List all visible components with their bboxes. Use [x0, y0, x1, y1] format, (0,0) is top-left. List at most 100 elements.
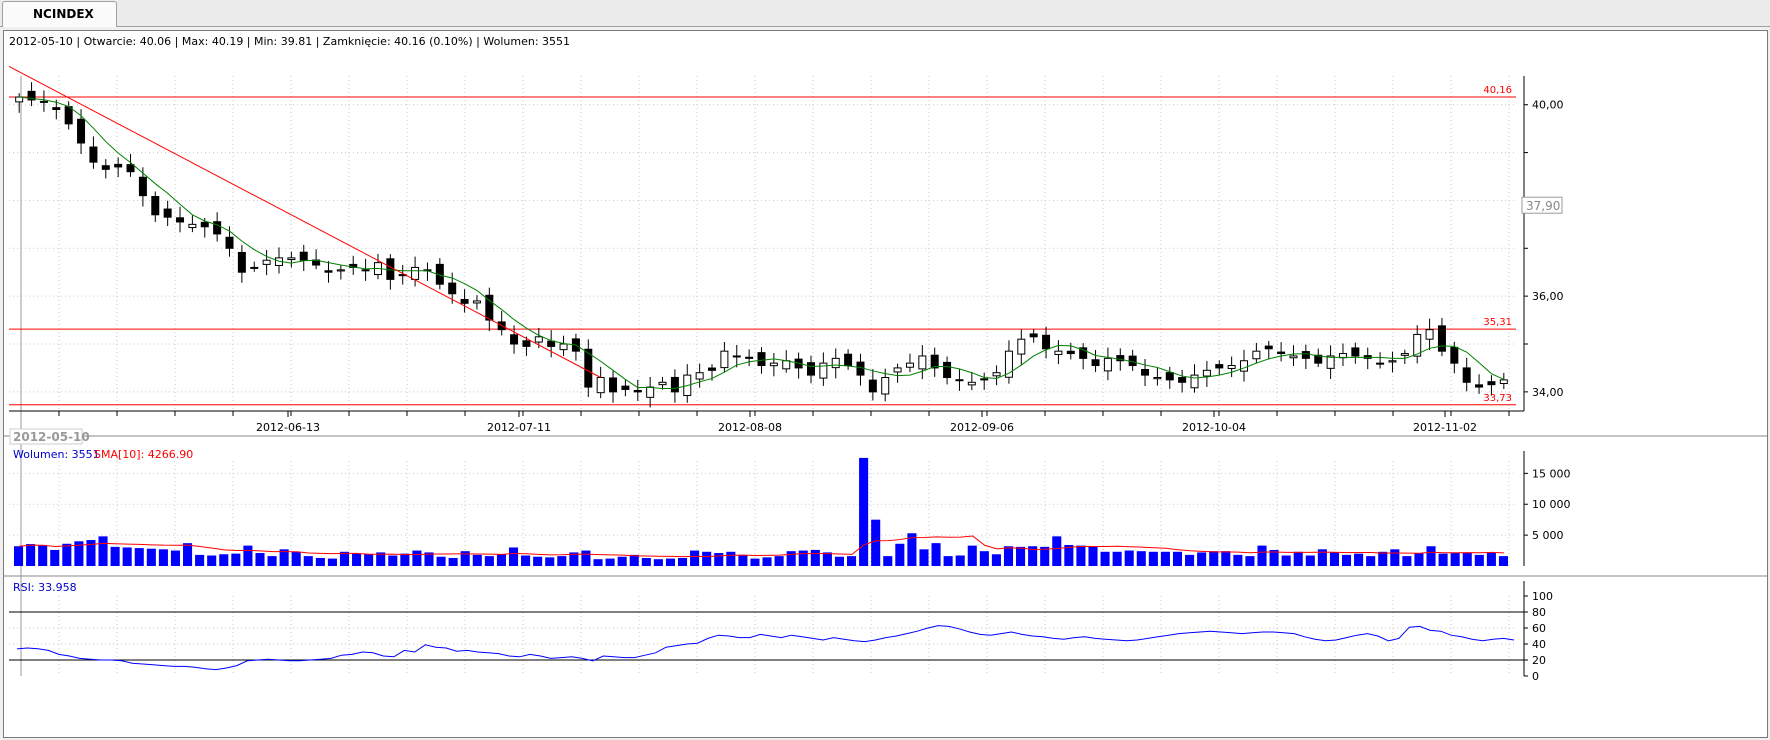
volume-bar: [907, 533, 917, 566]
candle: [176, 217, 185, 223]
volume-bar: [533, 556, 543, 566]
chart-frame[interactable]: 40,00 36,00 34,00 37,90 2012-06-13 2012-07-11…: [3, 30, 1768, 738]
volume-bar: [1354, 553, 1364, 566]
candle: [1437, 325, 1446, 352]
volume-bar: [255, 553, 265, 566]
x-tick-label: 2012-09-06: [950, 421, 1014, 434]
candle: [646, 386, 655, 398]
candle: [411, 266, 420, 280]
volume-bar: [1341, 554, 1352, 566]
volume-bar: [62, 543, 72, 566]
volume-bar: [303, 556, 313, 566]
labels-layer: 40,00 36,00 34,00 37,90 2012-06-13 2012-07-11…: [9, 85, 1571, 683]
candle: [472, 300, 481, 304]
candle: [287, 257, 296, 261]
x-tick-label: 2012-10-04: [1182, 421, 1246, 434]
volume-bar: [1329, 552, 1339, 566]
volume-bar: [1269, 549, 1279, 566]
volume-bar: [641, 557, 651, 566]
candle: [695, 372, 704, 380]
volume-y-tick-label: 5 000: [1532, 529, 1564, 542]
candle: [324, 270, 333, 273]
candle: [633, 389, 642, 393]
volume-bar: [352, 553, 362, 566]
candle: [1141, 369, 1150, 376]
candle: [967, 381, 976, 386]
x-tick-label: 2012-08-08: [718, 421, 782, 434]
candle: [708, 367, 717, 371]
volume-bar: [629, 554, 639, 566]
candle: [1301, 351, 1310, 359]
candle: [1487, 381, 1496, 386]
volume-bar: [122, 547, 132, 566]
volume-bar: [786, 551, 796, 566]
candle: [163, 208, 172, 218]
candle: [1004, 350, 1013, 378]
candle: [992, 372, 1001, 377]
candle: [918, 355, 927, 370]
volume-bar: [146, 548, 156, 566]
trend-line-segment: [8, 65, 601, 378]
rsi-y-tick-label: 20: [1532, 654, 1546, 667]
candle: [1499, 379, 1508, 385]
candle: [126, 164, 135, 173]
volume-bar: [1112, 551, 1122, 566]
level-label: 35,31: [1483, 317, 1512, 328]
volume-bar: [1426, 546, 1436, 566]
volume-bar: [110, 546, 120, 566]
candle: [262, 259, 271, 265]
candle: [101, 165, 110, 170]
volume-bar: [50, 549, 60, 566]
volume-bar: [943, 556, 953, 566]
volume-bar: [26, 544, 36, 566]
tab-ncindex[interactable]: NCINDEX: [2, 1, 117, 27]
volume-bar: [665, 558, 675, 566]
candle: [1215, 364, 1224, 369]
volume-bar: [207, 555, 217, 566]
volume-bar: [810, 549, 820, 566]
candle: [1091, 359, 1100, 367]
level-label: 33,73: [1483, 393, 1512, 404]
candle: [1400, 353, 1409, 356]
volume-bar: [617, 556, 627, 566]
candle: [1388, 360, 1397, 363]
candle: [64, 106, 73, 125]
volume-bar: [569, 552, 579, 566]
candle: [188, 223, 197, 229]
volume-bar: [412, 550, 422, 566]
volume-bar: [38, 545, 48, 566]
candle: [1289, 355, 1298, 359]
volume-bar: [1474, 554, 1484, 566]
chart-canvas[interactable]: 40,00 36,00 34,00 37,90 2012-06-13 2012-07-11…: [4, 31, 1767, 737]
volume-bar: [750, 558, 760, 566]
candle: [1202, 369, 1211, 377]
candle: [522, 340, 531, 347]
volume-bar: [1486, 553, 1496, 566]
candle: [336, 269, 345, 272]
candle: [510, 334, 519, 345]
candle: [52, 107, 61, 111]
x-tick-label: 2012-11-02: [1413, 421, 1477, 434]
volume-bar: [291, 551, 301, 566]
volume-bar: [1390, 549, 1400, 566]
volume-bar: [545, 557, 555, 566]
volume-bar: [1281, 555, 1291, 566]
candle: [114, 163, 123, 168]
volume-bar: [1160, 551, 1170, 566]
price-levels: [9, 96, 1516, 406]
volume-bar: [195, 554, 205, 566]
candle: [1153, 377, 1162, 380]
volume-bar: [895, 543, 905, 566]
candle: [448, 282, 457, 295]
volume-bar: [1498, 556, 1508, 566]
volume-bar: [472, 554, 482, 566]
candle: [1103, 357, 1112, 372]
volume-bar: [593, 559, 603, 566]
volume-bar: [1100, 551, 1110, 566]
candle: [1079, 347, 1088, 359]
candle: [881, 377, 890, 395]
volume-bar: [991, 554, 1001, 566]
volume-bar: [436, 556, 446, 566]
candle: [943, 361, 952, 378]
candle: [955, 379, 964, 382]
